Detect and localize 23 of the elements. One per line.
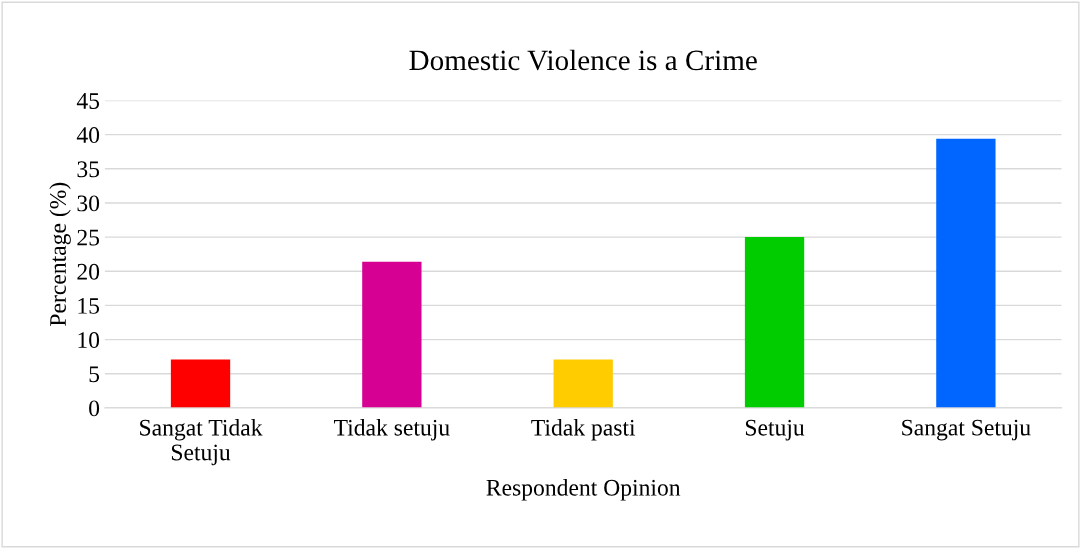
y-tick-label: 25 [77, 229, 100, 246]
x-axis-title: Respondent Opinion [486, 479, 681, 501]
x-tick-label: Tidak pasti [531, 419, 636, 441]
x-tick-label: Tidak setuju [334, 419, 450, 441]
bar [744, 237, 805, 408]
x-tick-label: Sangat Tidak Setuju [140, 419, 263, 466]
y-tick-label: 45 [76, 93, 100, 109]
bar [362, 261, 422, 408]
y-tick-label: 30 [77, 195, 100, 212]
y-tick-label: 0 [89, 400, 100, 417]
y-tick-label: 40 [76, 127, 100, 144]
bar [170, 359, 231, 408]
y-tick-label: 10 [78, 332, 100, 349]
y-tick-label: 35 [77, 161, 100, 178]
y-tick-label: 15 [78, 298, 100, 314]
x-tick-label: Setuju [745, 419, 805, 441]
bar [936, 138, 996, 408]
x-tick-label: Sangat Setuju [902, 419, 1031, 441]
chart-title: Domestic Violence is a Crime [409, 49, 757, 71]
y-axis-title: Percentage (%) [49, 182, 71, 326]
bar [553, 359, 613, 408]
y-tick-label: 20 [77, 263, 100, 280]
y-tick-label: 5 [89, 366, 100, 383]
